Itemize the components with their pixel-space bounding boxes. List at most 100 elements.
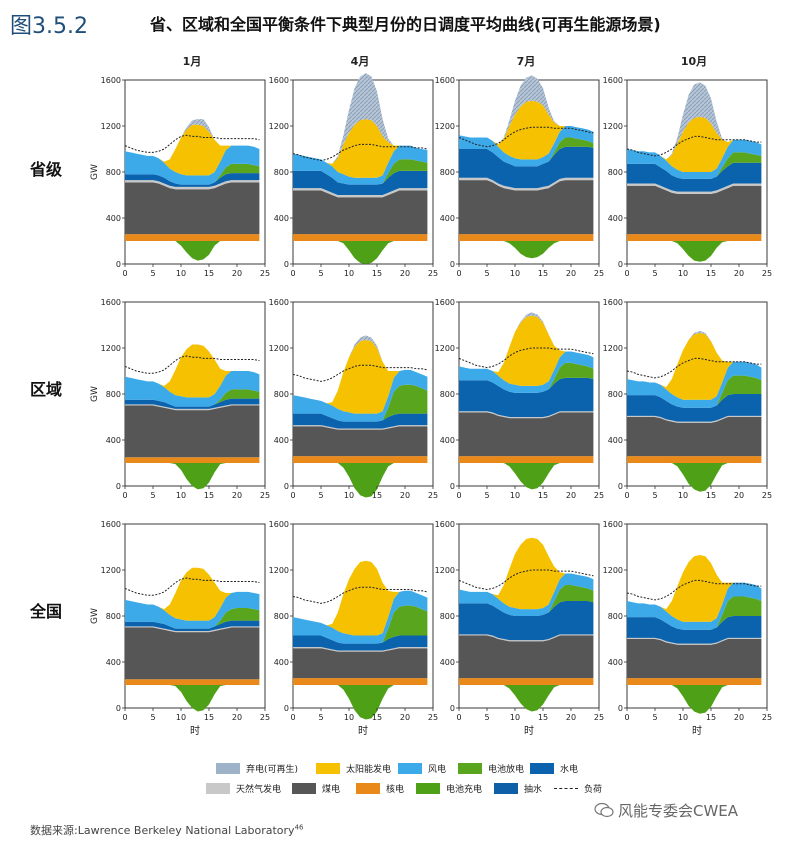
x-tick-label: 5 — [318, 713, 323, 722]
area-wind — [293, 145, 428, 185]
legend-swatch — [416, 783, 440, 794]
y-tick-label: 1200 — [101, 566, 121, 575]
area-curtail — [459, 75, 594, 145]
watermark-text: 风能专委会CWEA — [618, 802, 739, 820]
x-tick-label: 10 — [510, 269, 520, 278]
area-battery-charge — [293, 685, 428, 720]
y-tick-label: 1600 — [269, 76, 289, 85]
x-tick-label: 20 — [734, 491, 744, 500]
area-batt_dis — [627, 152, 762, 179]
x-tick-label: 25 — [762, 713, 772, 722]
area-nuclear — [125, 679, 260, 685]
legend-label: 天然气发电 — [236, 785, 282, 795]
x-tick-label: 20 — [734, 713, 744, 722]
y-tick-label: 400 — [440, 658, 455, 667]
area-solar — [627, 555, 762, 622]
legend-item-solar: 太阳能发电 — [316, 762, 391, 775]
area-nuclear — [293, 456, 428, 463]
y-tick-label: 0 — [450, 704, 455, 713]
area-gas — [627, 183, 762, 194]
chart-panel-5: 0 5 10 15 20 25 0 400 800 1200 1600 — [269, 298, 438, 500]
chart-panel-0: 0 5 10 15 20 25 0 400 800 1200 1600 GW — [90, 76, 270, 278]
y-tick-label: 1200 — [435, 344, 455, 353]
area-hydro — [459, 146, 594, 189]
wechat-icon — [594, 802, 614, 818]
x-tick-label: 5 — [150, 491, 155, 500]
y-tick-label: 1200 — [435, 566, 455, 575]
area-solar — [293, 340, 428, 414]
y-tick-label: 1600 — [435, 298, 455, 307]
month-label-7: 7月 — [516, 55, 536, 68]
area-batt_dis — [125, 389, 260, 407]
legend-item-battery-charge: 电池充电 — [416, 782, 482, 795]
area-coal — [459, 635, 594, 679]
area-solar — [627, 116, 762, 172]
area-battery-charge — [293, 241, 428, 264]
x-tick-label: 20 — [566, 269, 576, 278]
x-axis-label: 时 — [358, 725, 368, 737]
y-tick-label: 800 — [608, 168, 623, 177]
area-wind — [125, 371, 260, 407]
x-tick-label: 25 — [594, 269, 604, 278]
y-axis-label: GW — [90, 608, 100, 624]
legend-swatch — [494, 783, 518, 794]
area-coal — [459, 180, 594, 235]
area-gas — [293, 425, 428, 430]
chart-panel-8: 0 5 10 15 20 25 0 400 800 1200 1600 GW 时 — [90, 520, 270, 737]
y-tick-label: 1200 — [435, 122, 455, 131]
y-tick-label: 400 — [274, 658, 289, 667]
y-tick-label: 0 — [116, 260, 121, 269]
area-curtail — [293, 73, 428, 164]
x-tick-label: 5 — [652, 713, 657, 722]
y-tick-label: 800 — [440, 390, 455, 399]
x-tick-label: 25 — [762, 269, 772, 278]
load-line — [458, 126, 594, 148]
legend-swatch — [530, 763, 554, 774]
x-tick-label: 15 — [372, 269, 382, 278]
source-footnote: 46 — [294, 823, 304, 832]
area-batt_dis — [125, 163, 260, 185]
load-line — [292, 586, 428, 604]
area-hydro — [293, 413, 428, 429]
x-tick-label: 25 — [428, 269, 438, 278]
x-tick-label: 10 — [176, 491, 186, 500]
area-nuclear — [459, 456, 594, 463]
y-tick-label: 1600 — [603, 298, 623, 307]
area-solar — [459, 537, 594, 610]
legend-item-curtailment: 弃电(可再生) — [216, 762, 298, 775]
source-text: 数据来源:Lawrence Berkeley National Laborato… — [30, 824, 295, 837]
legend-item-hydro: 水电 — [530, 762, 578, 775]
area-solar — [125, 567, 260, 621]
area-solar — [459, 100, 594, 160]
x-tick-label: 10 — [344, 713, 354, 722]
x-tick-label: 15 — [706, 269, 716, 278]
area-coal — [293, 648, 428, 679]
month-label-10: 10月 — [680, 55, 708, 68]
x-tick-label: 0 — [624, 269, 629, 278]
x-tick-label: 20 — [566, 491, 576, 500]
area-solar — [125, 124, 260, 176]
area-solar — [125, 344, 260, 398]
y-tick-label: 1600 — [603, 76, 623, 85]
y-tick-label: 400 — [106, 658, 121, 667]
area-coal — [627, 639, 762, 679]
x-tick-label: 10 — [678, 713, 688, 722]
area-coal — [125, 627, 260, 680]
area-battery-charge — [627, 463, 762, 492]
area-hydro — [293, 170, 428, 195]
legend-label: 电池充电 — [446, 785, 483, 795]
x-tick-label: 10 — [678, 269, 688, 278]
area-battery-charge — [459, 241, 594, 259]
area-battery-charge — [293, 463, 428, 498]
area-battery-charge — [125, 241, 260, 261]
area-wind — [125, 145, 260, 185]
area-hydro — [293, 635, 428, 651]
area-solar — [627, 333, 762, 400]
load-line — [458, 569, 594, 591]
y-tick-label: 400 — [440, 214, 455, 223]
area-battery-charge — [459, 463, 594, 490]
x-tick-label: 0 — [624, 713, 629, 722]
area-wind — [627, 361, 762, 408]
chart-panel-9: 0 5 10 15 20 25 0 400 800 1200 1600 时 — [269, 520, 438, 737]
x-tick-label: 20 — [734, 269, 744, 278]
